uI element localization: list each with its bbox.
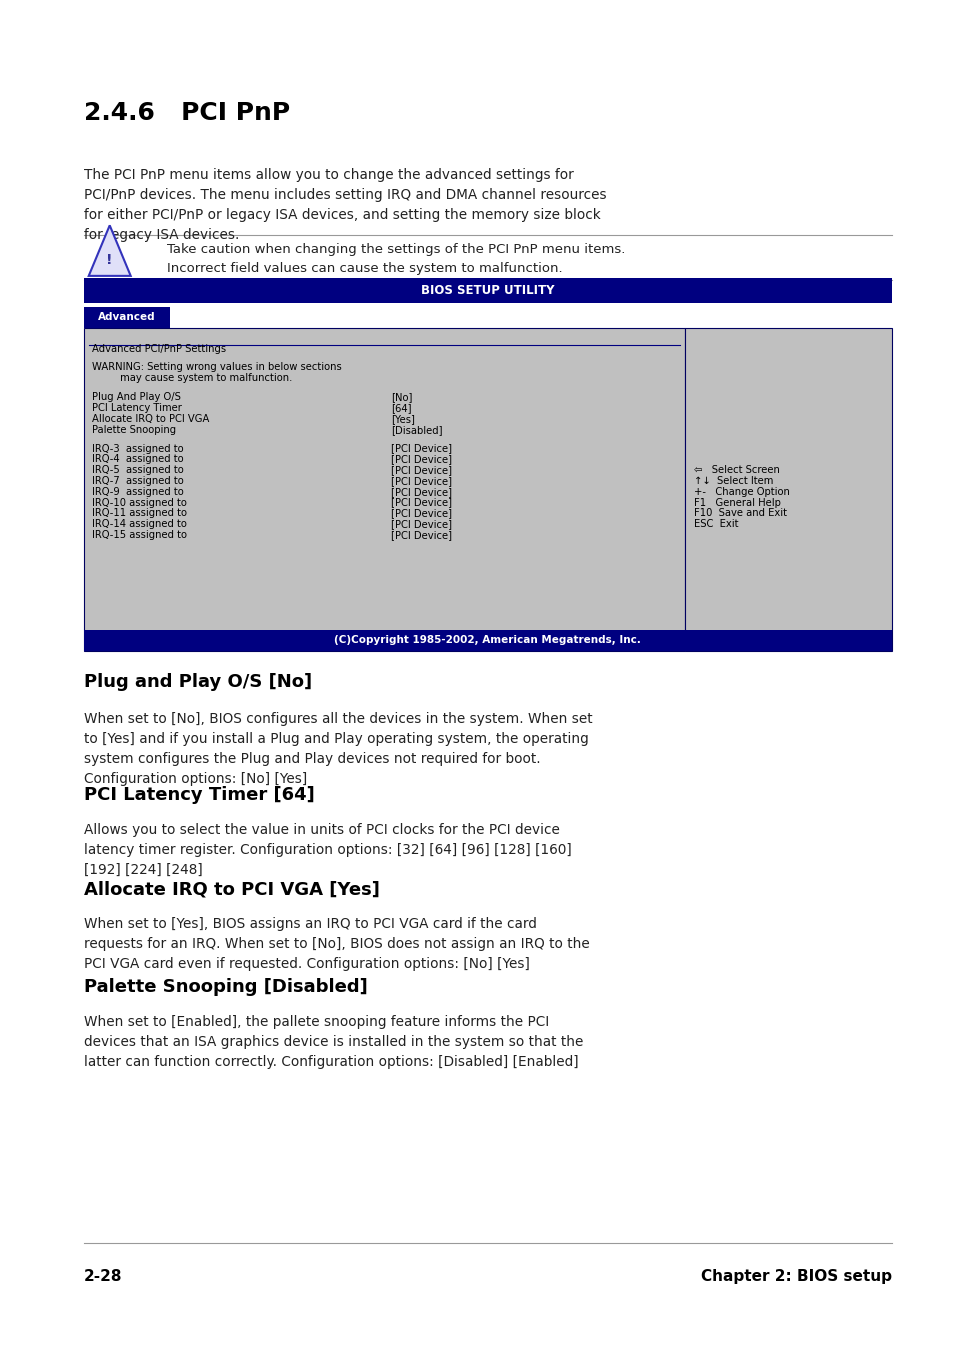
Text: The PCI PnP menu items allow you to change the advanced settings for
PCI/PnP dev: The PCI PnP menu items allow you to chan… — [84, 168, 606, 242]
Text: !: ! — [107, 253, 112, 266]
Text: may cause system to malfunction.: may cause system to malfunction. — [91, 373, 292, 384]
Text: PCI Latency Timer [64]: PCI Latency Timer [64] — [84, 786, 314, 804]
Text: Chapter 2: BIOS setup: Chapter 2: BIOS setup — [700, 1269, 891, 1285]
Text: Allocate IRQ to PCI VGA [Yes]: Allocate IRQ to PCI VGA [Yes] — [84, 881, 379, 898]
Text: Plug and Play O/S [No]: Plug and Play O/S [No] — [84, 673, 312, 690]
Text: (C)Copyright 1985-2002, American Megatrends, Inc.: (C)Copyright 1985-2002, American Megatre… — [334, 635, 640, 646]
Text: [Disabled]: [Disabled] — [391, 424, 442, 435]
FancyBboxPatch shape — [684, 328, 891, 651]
Text: [PCI Device]: [PCI Device] — [391, 454, 452, 465]
Text: BIOS SETUP UTILITY: BIOS SETUP UTILITY — [420, 284, 554, 297]
Text: Plug And Play O/S: Plug And Play O/S — [91, 392, 180, 403]
Text: Allows you to select the value in units of PCI clocks for the PCI device
latency: Allows you to select the value in units … — [84, 823, 571, 877]
Text: [PCI Device]: [PCI Device] — [391, 486, 452, 497]
Text: IRQ-7  assigned to: IRQ-7 assigned to — [91, 476, 183, 486]
Text: ESC  Exit: ESC Exit — [693, 519, 738, 530]
Text: IRQ-14 assigned to: IRQ-14 assigned to — [91, 519, 186, 530]
Text: IRQ-3  assigned to: IRQ-3 assigned to — [91, 443, 183, 454]
Text: [No]: [No] — [391, 392, 412, 403]
Text: Take caution when changing the settings of the PCI PnP menu items.
Incorrect fie: Take caution when changing the settings … — [167, 243, 624, 274]
Text: IRQ-11 assigned to: IRQ-11 assigned to — [91, 508, 187, 519]
Text: IRQ-4  assigned to: IRQ-4 assigned to — [91, 454, 183, 465]
Text: ⇦   Select Screen: ⇦ Select Screen — [693, 465, 779, 476]
Polygon shape — [89, 226, 131, 276]
Text: IRQ-10 assigned to: IRQ-10 assigned to — [91, 497, 186, 508]
Text: [PCI Device]: [PCI Device] — [391, 497, 452, 508]
FancyBboxPatch shape — [84, 630, 891, 651]
FancyBboxPatch shape — [84, 307, 170, 328]
Text: F1   General Help: F1 General Help — [693, 497, 780, 508]
Text: ↑↓  Select Item: ↑↓ Select Item — [693, 476, 772, 486]
Text: WARNING: Setting wrong values in below sections: WARNING: Setting wrong values in below s… — [91, 362, 341, 373]
FancyBboxPatch shape — [84, 328, 684, 651]
Text: [PCI Device]: [PCI Device] — [391, 476, 452, 486]
Text: IRQ-15 assigned to: IRQ-15 assigned to — [91, 530, 187, 540]
Text: 2.4.6   PCI PnP: 2.4.6 PCI PnP — [84, 101, 290, 126]
Text: When set to [No], BIOS configures all the devices in the system. When set
to [Ye: When set to [No], BIOS configures all th… — [84, 712, 592, 786]
Text: [PCI Device]: [PCI Device] — [391, 443, 452, 454]
Text: [PCI Device]: [PCI Device] — [391, 465, 452, 476]
Text: Allocate IRQ to PCI VGA: Allocate IRQ to PCI VGA — [91, 413, 209, 424]
Text: [PCI Device]: [PCI Device] — [391, 519, 452, 530]
Text: [PCI Device]: [PCI Device] — [391, 508, 452, 519]
Text: [64]: [64] — [391, 403, 411, 413]
Text: +-   Change Option: +- Change Option — [693, 486, 788, 497]
Text: 2-28: 2-28 — [84, 1269, 122, 1285]
FancyBboxPatch shape — [84, 278, 891, 303]
Text: Palette Snooping: Palette Snooping — [91, 424, 175, 435]
Text: Advanced PCI/PnP Settings: Advanced PCI/PnP Settings — [91, 345, 226, 354]
Text: Advanced: Advanced — [98, 312, 155, 323]
Text: IRQ-9  assigned to: IRQ-9 assigned to — [91, 486, 183, 497]
Text: Palette Snooping [Disabled]: Palette Snooping [Disabled] — [84, 978, 367, 996]
Text: PCI Latency Timer: PCI Latency Timer — [91, 403, 181, 413]
Text: IRQ-5  assigned to: IRQ-5 assigned to — [91, 465, 183, 476]
Text: [Yes]: [Yes] — [391, 413, 415, 424]
Text: When set to [Yes], BIOS assigns an IRQ to PCI VGA card if the card
requests for : When set to [Yes], BIOS assigns an IRQ t… — [84, 917, 589, 971]
Text: [PCI Device]: [PCI Device] — [391, 530, 452, 540]
Text: When set to [Enabled], the pallete snooping feature informs the PCI
devices that: When set to [Enabled], the pallete snoop… — [84, 1015, 582, 1069]
Text: F10  Save and Exit: F10 Save and Exit — [693, 508, 785, 519]
